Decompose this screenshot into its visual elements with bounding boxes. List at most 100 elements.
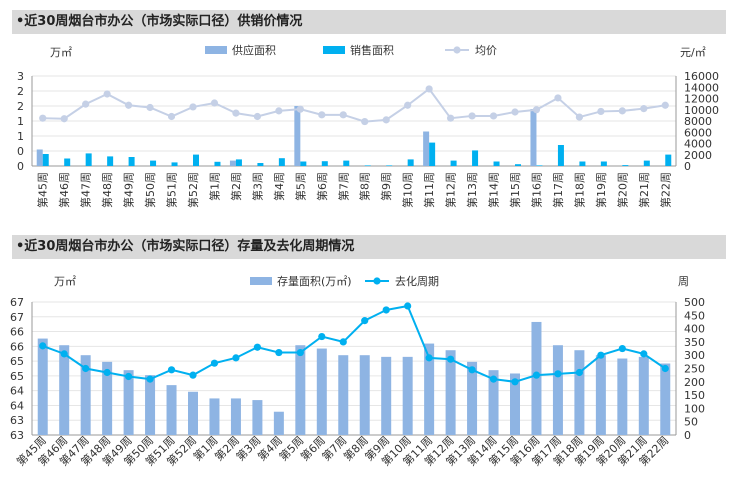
supply-bar	[229, 160, 236, 166]
category-label: 第13周	[465, 172, 479, 208]
category-label: 第2周	[229, 172, 243, 201]
cycle-point	[404, 302, 412, 310]
sales-bar	[278, 158, 285, 166]
stock-bar	[209, 398, 220, 435]
cycle-point	[189, 371, 197, 379]
legend-label: 去化周期	[395, 274, 439, 288]
stock-bar	[316, 348, 327, 435]
stock-bar	[617, 358, 628, 435]
price-point	[275, 107, 283, 115]
cycle-point	[597, 351, 605, 359]
sales-bar	[429, 142, 436, 166]
sales-bar	[557, 145, 564, 166]
category-label: 第14周	[487, 172, 501, 208]
sales-bar	[214, 161, 221, 166]
price-line	[42, 87, 666, 123]
category-label: 第49周	[122, 172, 136, 208]
left-tick-label: 64	[10, 385, 24, 398]
price-point	[489, 112, 498, 120]
sales-bar	[193, 154, 199, 166]
left-tick-label: 3	[17, 70, 24, 83]
legend-swatch	[323, 46, 345, 54]
category-label: 第1周	[207, 172, 221, 201]
sales-bar	[171, 162, 178, 166]
cycle-point	[489, 375, 498, 383]
stock-bar	[660, 363, 671, 435]
stock-bar	[359, 355, 370, 435]
stock-bar	[295, 345, 306, 435]
cycle-point	[39, 342, 47, 350]
right-tick-label: 14000	[684, 81, 719, 94]
sales-bar	[472, 150, 479, 166]
category-label: 第51周	[165, 172, 179, 208]
right-tick-label: 12000	[684, 93, 719, 106]
right-tick-label: 150	[684, 389, 705, 402]
stock-bar	[230, 398, 241, 435]
stock-bar	[638, 356, 649, 435]
price-point	[296, 105, 304, 113]
price-point	[661, 101, 669, 109]
price-point	[103, 90, 111, 98]
cycle-point	[318, 332, 326, 341]
category-label: 第20周	[615, 172, 629, 208]
stock-bar	[574, 350, 585, 435]
category-label: 第50周	[143, 172, 157, 208]
left-axis-unit: 万㎡	[54, 275, 76, 288]
category-label: 第16周	[529, 172, 543, 208]
right-tick-label: 16000	[684, 70, 719, 83]
cycle-point	[447, 355, 455, 363]
category-label: 第52周	[186, 172, 200, 208]
price-point	[382, 116, 390, 124]
left-axis-unit: 万㎡	[50, 46, 72, 59]
sales-bar	[600, 161, 607, 166]
price-point	[167, 112, 176, 121]
cycle-point	[82, 364, 90, 373]
supply-bar	[36, 149, 43, 166]
sales-bar	[257, 163, 264, 166]
cycle-point	[425, 354, 433, 362]
cycle-line	[42, 304, 666, 383]
right-axis-unit: 周	[678, 275, 689, 288]
stock-bar	[145, 375, 156, 435]
category-label: 第7周	[336, 172, 350, 201]
category-label: 第48周	[100, 172, 114, 208]
category-label: 第3周	[250, 172, 264, 201]
stock-bar	[402, 356, 413, 435]
category-label: 第9周	[379, 172, 393, 201]
cycle-point	[468, 366, 476, 374]
price-point	[618, 107, 626, 115]
sales-bar	[300, 161, 307, 166]
cycle-point	[296, 348, 304, 357]
price-point	[640, 105, 648, 113]
left-tick-label: 2	[17, 100, 24, 113]
stock-bar	[252, 400, 263, 435]
left-tick-label: 67	[10, 311, 24, 324]
legend-marker	[373, 277, 381, 285]
price-point	[361, 117, 369, 126]
sales-bar	[364, 165, 371, 166]
price-point	[404, 101, 412, 109]
sales-bar	[107, 156, 114, 166]
right-tick-label: 200	[684, 376, 705, 389]
category-label: 第12周	[444, 172, 458, 208]
sales-bar	[622, 165, 629, 166]
price-point	[532, 106, 541, 114]
stock-bar	[123, 370, 134, 435]
stock-bar	[552, 345, 563, 435]
category-label: 第6周	[315, 172, 329, 201]
price-point	[210, 99, 219, 107]
price-point	[511, 108, 519, 116]
right-tick-label: 0	[684, 429, 691, 442]
right-tick-label: 6000	[684, 126, 712, 139]
right-axis-unit: 元/㎡	[680, 46, 706, 59]
category-label: 第22周	[658, 172, 672, 208]
price-point	[253, 112, 261, 121]
supply-bar	[294, 106, 301, 166]
cycle-point	[232, 354, 240, 362]
left-tick-label: 0	[17, 145, 24, 158]
price-point	[189, 103, 197, 111]
price-point	[60, 115, 68, 123]
cycle-point	[575, 368, 584, 377]
sales-bar	[85, 153, 92, 166]
right-tick-label: 2000	[684, 149, 712, 162]
